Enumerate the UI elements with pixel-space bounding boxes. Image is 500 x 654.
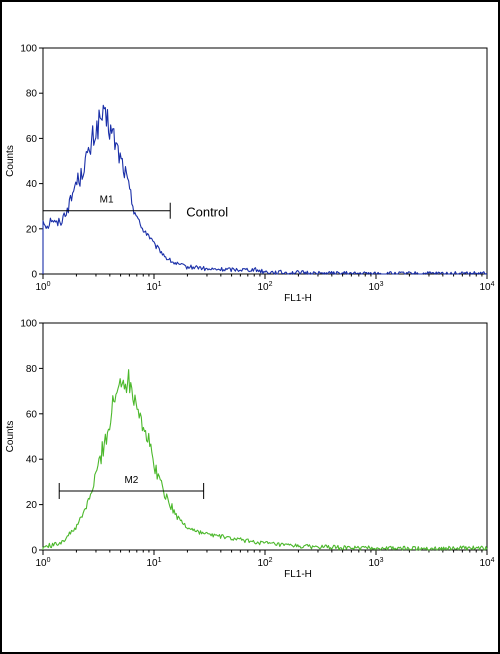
y-tick-label: 60 <box>26 134 38 145</box>
x-tick-label: 100 <box>35 281 50 293</box>
y-tick-label: 20 <box>26 500 38 511</box>
histogram-panel-2: 0 20 40 60 80 100 100 101 102 103 104 FL1-H Counts M2 <box>5 319 495 581</box>
histogram-panel-1: 0 20 40 60 80 100 100 101 102 103 104 FL1-H Counts M1… <box>5 44 495 305</box>
marker-gate: M2 <box>58 475 205 499</box>
x-tick-label: 104 <box>479 281 494 293</box>
y-tick-label: 40 <box>26 179 38 190</box>
marker-label: M1 <box>100 195 114 206</box>
x-tick-label: 101 <box>146 557 161 569</box>
y-axis-title: Counts <box>5 421 16 453</box>
y-tick-label: 80 <box>26 364 38 375</box>
y-tick-label: 0 <box>31 270 37 281</box>
x-tick-label: 100 <box>35 557 50 569</box>
x-axis-title: FL1-H <box>284 293 312 304</box>
marker-gate: M1 <box>42 195 171 219</box>
marker-label: M2 <box>124 475 138 486</box>
histogram-series-line <box>42 104 488 275</box>
plot-area <box>42 47 488 275</box>
x-tick-label: 101 <box>146 281 161 293</box>
y-tick-label: 80 <box>26 89 38 100</box>
y-tick-label: 60 <box>26 409 38 420</box>
y-axis-title: Counts <box>5 145 16 177</box>
y-tick-label: 20 <box>26 224 38 235</box>
x-tick-label: 104 <box>479 557 494 569</box>
y-tick-label: 40 <box>26 455 38 466</box>
control-annotation: Control <box>186 205 228 220</box>
x-axis-title: FL1-H <box>284 569 312 580</box>
plot-area <box>42 322 488 551</box>
y-tick-label: 100 <box>20 44 37 55</box>
y-tick-label: 100 <box>20 319 37 330</box>
x-tick-label: 102 <box>257 557 272 569</box>
y-tick-label: 0 <box>31 546 37 557</box>
histogram-series-line <box>42 369 488 551</box>
x-tick-label: 103 <box>368 557 383 569</box>
x-tick-label: 102 <box>257 281 272 293</box>
x-tick-label: 103 <box>368 281 383 293</box>
